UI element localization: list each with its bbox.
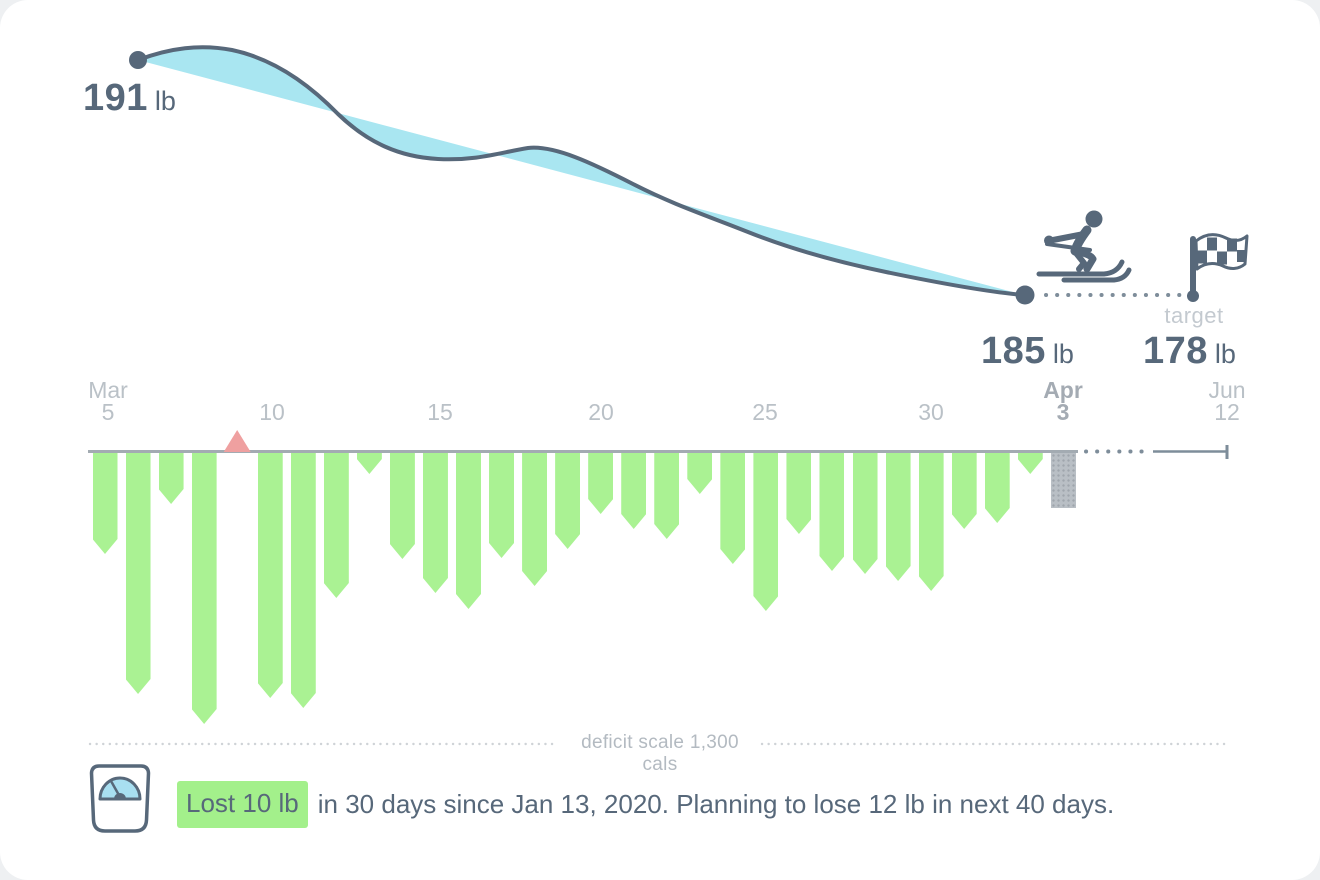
start-weight-unit: lb bbox=[154, 86, 176, 116]
deficit-bar[interactable] bbox=[985, 453, 1010, 523]
weight-curve bbox=[136, 45, 1026, 297]
timeline-tick: 25 bbox=[752, 399, 778, 425]
target-weight-label: 178 lb bbox=[1143, 330, 1236, 373]
start-weight-value: 191 bbox=[83, 77, 148, 119]
deficit-bar[interactable] bbox=[192, 453, 217, 724]
deficit-bar[interactable] bbox=[654, 453, 679, 539]
timeline-tick: Mar 5 bbox=[88, 377, 128, 425]
projected-deficit-bar[interactable] bbox=[1050, 453, 1076, 508]
target-caption: target bbox=[1164, 303, 1224, 328]
deficit-bar[interactable] bbox=[919, 453, 944, 591]
deficit-bar[interactable] bbox=[886, 453, 911, 581]
summary-rest: in 30 days since Jan 13, 2020. Planning … bbox=[317, 788, 1115, 819]
target-weight-unit: lb bbox=[1214, 339, 1236, 369]
deficit-bar[interactable] bbox=[489, 453, 514, 558]
deficit-bar[interactable] bbox=[522, 453, 547, 586]
deficit-bar[interactable] bbox=[588, 453, 613, 514]
timeline-tick: 30 bbox=[918, 399, 944, 425]
summary-text: Lost 10 lb in 30 days since Jan 13, 2020… bbox=[177, 780, 1115, 828]
skier-icon bbox=[1036, 210, 1132, 283]
timeline-tick: Jun 12 bbox=[1208, 377, 1246, 425]
current-weight-value: 185 bbox=[981, 330, 1046, 372]
current-weight-label: 185 lb bbox=[981, 330, 1074, 373]
deficit-bar[interactable] bbox=[819, 453, 844, 571]
deficit-bar[interactable] bbox=[952, 453, 977, 529]
summary-highlight: Lost 10 lb bbox=[177, 780, 308, 828]
target-weight-value: 178 bbox=[1143, 330, 1208, 372]
weight-start-dot bbox=[129, 51, 147, 69]
timeline-tick: 15 bbox=[427, 399, 453, 425]
current-weight-unit: lb bbox=[1052, 339, 1074, 369]
timeline-tick: 10 bbox=[259, 399, 285, 425]
deficit-bar[interactable] bbox=[720, 453, 745, 564]
deficit-bar[interactable] bbox=[456, 453, 481, 609]
deficit-bar[interactable] bbox=[390, 453, 415, 559]
timeline-tick: Apr 3 bbox=[1043, 377, 1083, 425]
finish-flag-icon bbox=[1187, 233, 1249, 302]
deficit-bar[interactable] bbox=[853, 453, 878, 574]
deficit-bar[interactable] bbox=[786, 453, 811, 534]
deficit-bar[interactable] bbox=[258, 453, 283, 698]
deficit-bar[interactable] bbox=[126, 453, 151, 694]
deficit-bar[interactable] bbox=[555, 453, 580, 549]
deficit-bar[interactable] bbox=[621, 453, 646, 529]
deficit-bar[interactable] bbox=[291, 453, 316, 708]
plan-deviation-ribbon bbox=[138, 47, 1024, 296]
weight-current-dot bbox=[1015, 285, 1035, 305]
deficit-scale-note: deficit scale 1,300 cals bbox=[581, 732, 739, 775]
start-weight-label: 191 lb bbox=[83, 77, 176, 120]
scale-icon bbox=[89, 764, 151, 833]
deficit-bar[interactable] bbox=[93, 453, 118, 554]
deficit-bar[interactable] bbox=[423, 453, 448, 593]
timeline-tick: 20 bbox=[588, 399, 614, 425]
deficit-bar[interactable] bbox=[324, 453, 349, 598]
timeline-axis bbox=[88, 450, 1078, 453]
deficit-bar[interactable] bbox=[753, 453, 778, 611]
